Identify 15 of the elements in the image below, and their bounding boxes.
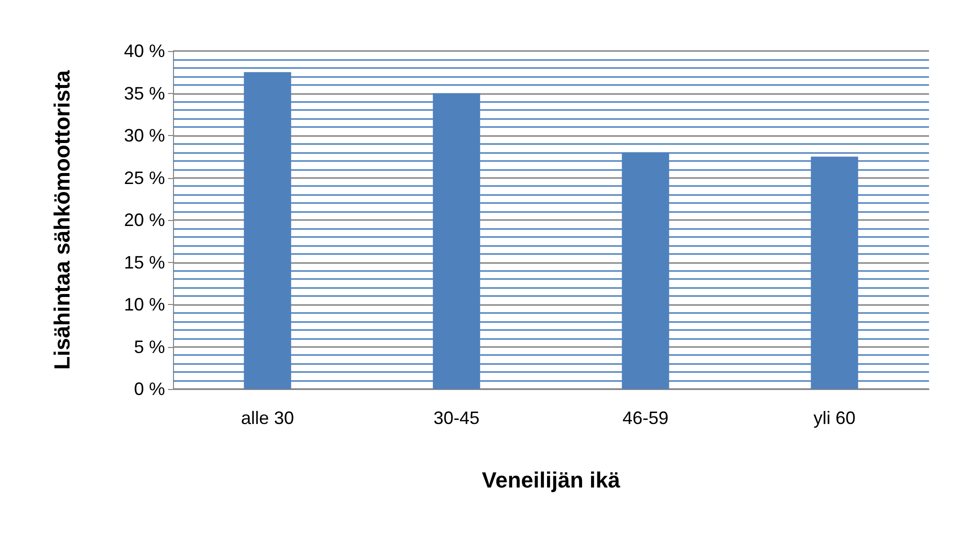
y-tick-label: 10 % xyxy=(124,294,165,314)
x-tick-label: 46-59 xyxy=(622,408,669,428)
y-tick-label: 5 % xyxy=(134,336,165,357)
y-tick-label: 20 % xyxy=(124,210,165,230)
x-tick-label: yli 60 xyxy=(813,408,856,428)
y-tick-label: 30 % xyxy=(124,126,165,146)
x-tick-label: alle 30 xyxy=(240,408,294,428)
y-tick-label: 40 % xyxy=(124,41,165,61)
y-tick-label: 35 % xyxy=(124,83,165,104)
y-tick-label: 15 % xyxy=(124,252,165,272)
x-axis-title: Veneilijän ikä xyxy=(482,468,621,492)
y-axis-title: Lisähintaa sähkömoottorista xyxy=(50,69,74,370)
y-tick-label: 0 % xyxy=(134,379,165,399)
y-tick-label: 25 % xyxy=(124,168,165,188)
x-tick-label: 30-45 xyxy=(433,408,480,428)
